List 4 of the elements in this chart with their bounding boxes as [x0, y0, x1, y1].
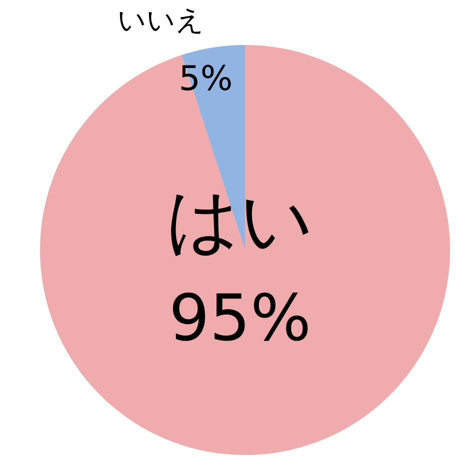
label: はい — [166, 178, 314, 262]
value-label: 5% — [178, 58, 233, 99]
label: いいえ — [118, 4, 205, 37]
value-label: 95% — [168, 282, 312, 356]
